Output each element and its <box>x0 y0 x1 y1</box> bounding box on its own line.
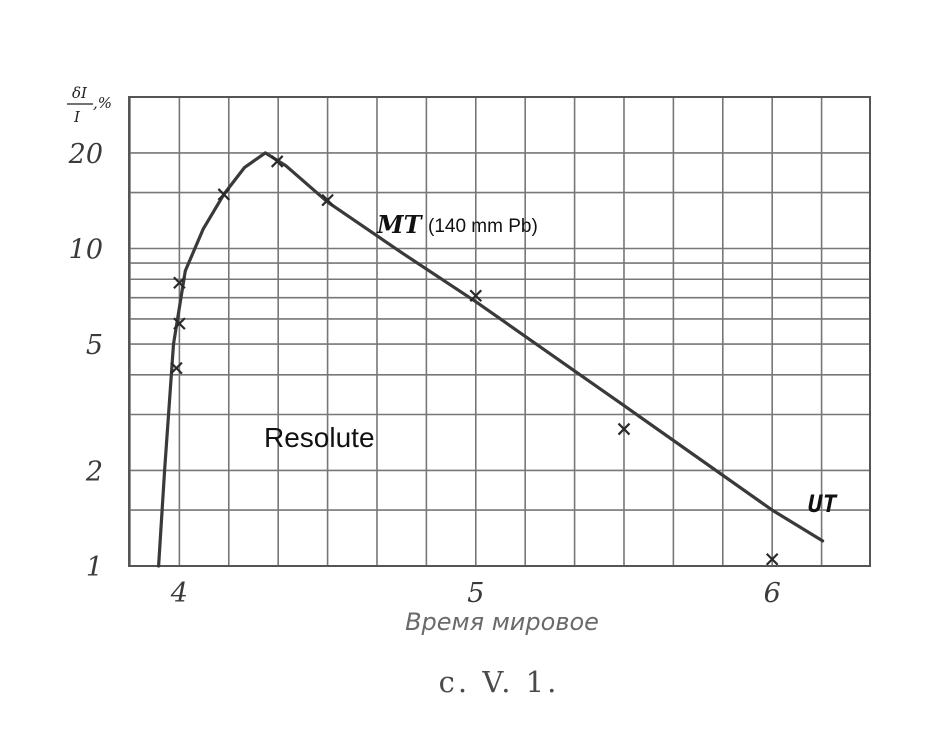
x-axis-title: Время мировое <box>405 608 599 636</box>
marker-stroke <box>173 276 186 290</box>
data-point-marker <box>173 276 186 290</box>
data-point-marker <box>765 552 779 566</box>
annotation-ut: UT <box>808 490 838 518</box>
y-axis-label-numerator: δI <box>72 84 88 102</box>
marker-stroke <box>321 193 334 207</box>
data-point-marker <box>170 361 183 375</box>
y-tick-label: 1 <box>86 552 103 583</box>
data-point-marker <box>617 422 631 436</box>
figure-caption: с. V. 1. <box>439 665 560 699</box>
data-point-marker <box>321 193 334 207</box>
marker-stroke <box>217 188 231 201</box>
y-tick-label: 10 <box>69 234 103 265</box>
curve-line <box>157 151 825 568</box>
data-point-marker <box>469 289 483 302</box>
y-axis-label-denominator: I <box>73 108 81 126</box>
data-point-marker <box>270 155 284 168</box>
annotation-station: Resolute <box>264 422 375 453</box>
marker-stroke <box>617 422 631 436</box>
marker-stroke <box>170 361 183 375</box>
y-tick-label: 2 <box>85 456 103 487</box>
data-point-marker <box>173 317 186 330</box>
y-tick-label: 5 <box>86 330 103 361</box>
marker-stroke <box>765 552 779 566</box>
plot-frame <box>128 96 871 567</box>
series-layer <box>157 151 825 568</box>
y-axis-label: δI I ,% <box>67 84 112 126</box>
data-point-marker <box>217 188 231 201</box>
y-axis-label-unit: ,% <box>93 94 112 112</box>
x-tick-label: 5 <box>467 578 484 609</box>
x-tick-label: 6 <box>764 578 781 609</box>
tick-labels: 4 5 6 1 2 5 10 20 <box>68 139 781 609</box>
marker-stroke <box>173 317 186 330</box>
marker-stroke <box>270 155 284 168</box>
marker-stroke <box>469 289 483 302</box>
x-tick-label: 4 <box>170 578 188 609</box>
annotation-mt: MT <box>376 210 424 239</box>
annotation-mt-detail: (140 mm Pb) <box>428 216 538 237</box>
y-tick-label: 20 <box>68 139 103 170</box>
